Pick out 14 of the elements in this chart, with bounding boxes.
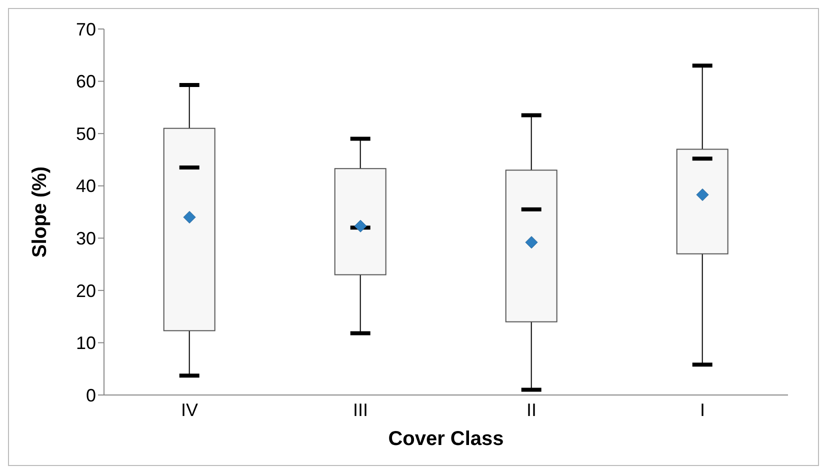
x-tick-label: III [352, 400, 368, 420]
x-axis-title: Cover Class [388, 428, 504, 450]
y-tick-label: 20 [76, 280, 96, 301]
y-tick-label: 70 [76, 19, 96, 40]
y-axis-title: Slope (%) [29, 166, 52, 258]
y-tick-label: 50 [76, 124, 96, 144]
x-tick-label: IV [180, 400, 198, 420]
y-tick-label: 30 [76, 228, 96, 249]
y-tick-label: 0 [86, 385, 96, 406]
y-tick-label: 40 [76, 176, 96, 196]
x-tick-label: I [700, 400, 706, 420]
x-tick-label: II [526, 400, 537, 420]
y-tick-label: 60 [76, 72, 96, 92]
y-tick-label: 10 [76, 333, 96, 354]
